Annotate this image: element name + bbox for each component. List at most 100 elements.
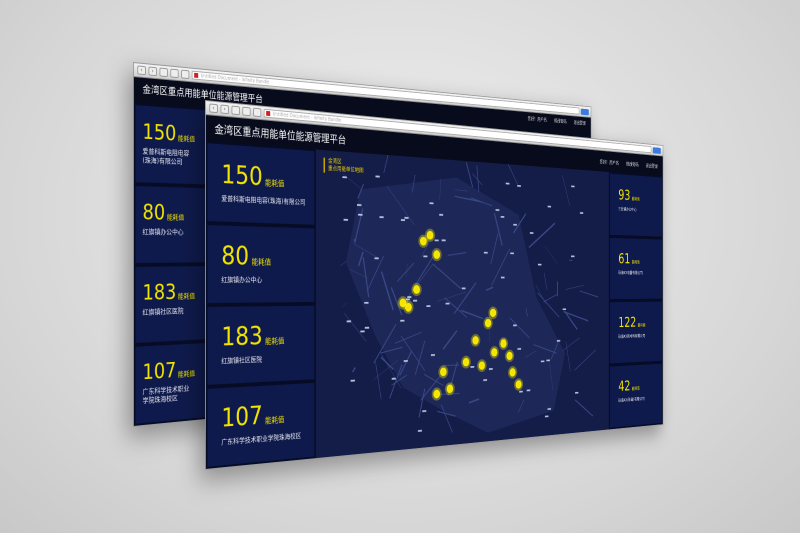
place-label — [579, 212, 584, 214]
cloud-icon[interactable] — [159, 67, 168, 78]
forward-icon[interactable]: › — [220, 104, 229, 115]
place-label — [364, 326, 370, 329]
logout-link[interactable]: 退出登录 — [573, 120, 586, 127]
energy-card[interactable]: 80 能耗值 红旗镇办公中心 — [205, 223, 316, 305]
energy-card[interactable]: 122 能耗值 珠海XX新材料有限公司 — [608, 300, 663, 366]
energy-unit-marker[interactable] — [427, 231, 434, 240]
map-legend: 金湾区 重点用能单位地图 — [323, 157, 364, 176]
unit-name: 红旗镇办公中心 — [142, 227, 184, 236]
place-label — [407, 296, 412, 298]
city-map[interactable] — [316, 150, 609, 459]
place-label — [519, 390, 523, 393]
place-label — [422, 410, 427, 413]
unit-name: 红旗镇社区医院 — [221, 355, 263, 366]
energy-value: 183 — [221, 321, 263, 353]
road — [353, 367, 356, 372]
place-label — [364, 301, 369, 304]
unit-label: 能耗值 — [177, 134, 196, 144]
place-label — [517, 348, 522, 350]
change-password-link[interactable]: 修改密码 — [554, 118, 567, 125]
energy-card[interactable]: 150 能耗值 爱普科斯电阻电容(珠海)有限公司 — [205, 141, 316, 227]
back-icon[interactable]: ‹ — [209, 103, 218, 114]
go-button[interactable] — [652, 146, 661, 154]
road — [344, 313, 366, 342]
greeting: 您好！用户名 — [599, 159, 619, 167]
wrench-icon[interactable] — [253, 107, 262, 118]
mail-icon[interactable] — [170, 68, 179, 79]
energy-unit-marker[interactable] — [491, 348, 497, 357]
energy-unit-marker[interactable] — [463, 358, 469, 367]
unit-label: 能耗值 — [166, 213, 185, 222]
road — [376, 362, 382, 400]
unit-label: 能耗值 — [177, 291, 196, 301]
road — [565, 311, 578, 330]
energy-unit-marker[interactable] — [433, 389, 440, 398]
energy-value: 61 — [618, 250, 631, 268]
land-area — [345, 170, 566, 447]
road — [544, 272, 547, 289]
place-label — [429, 202, 434, 205]
place-label — [547, 205, 552, 208]
place-label — [360, 330, 365, 333]
energy-card[interactable]: 93 能耗值 三灶镇办公中心 — [608, 171, 663, 239]
place-label — [495, 209, 500, 211]
place-label — [358, 213, 363, 216]
energy-unit-marker[interactable] — [516, 380, 522, 389]
place-label — [400, 319, 405, 322]
place-label — [350, 379, 355, 382]
energy-unit-marker[interactable] — [479, 361, 485, 370]
wrench-icon[interactable] — [181, 69, 190, 80]
place-label — [547, 408, 551, 410]
energy-unit-marker[interactable] — [507, 352, 513, 361]
road — [543, 294, 557, 302]
energy-unit-marker[interactable] — [485, 319, 491, 328]
energy-unit-marker[interactable] — [490, 309, 496, 318]
energy-card[interactable]: 42 能耗值 珠海XX(珠海)有限公司 — [608, 362, 663, 430]
mail-icon[interactable] — [242, 106, 251, 117]
place-label — [343, 218, 348, 221]
place-label — [546, 359, 550, 362]
energy-value: 93 — [618, 186, 631, 204]
forward-icon[interactable]: › — [148, 66, 157, 77]
place-label — [505, 182, 510, 185]
energy-unit-marker[interactable] — [500, 339, 506, 348]
energy-card[interactable]: 61 能耗值 珠海XX电器有限公司 — [608, 236, 663, 301]
energy-unit-marker[interactable] — [405, 303, 412, 312]
place-label — [342, 176, 347, 179]
change-password-link[interactable]: 修改密码 — [626, 161, 639, 168]
unit-name: 珠海XX新材料有限公司 — [618, 333, 646, 340]
road — [566, 285, 584, 289]
place-label — [483, 251, 488, 254]
cloud-icon[interactable] — [231, 105, 240, 116]
place-label — [404, 216, 409, 219]
place-label — [374, 257, 379, 260]
energy-unit-marker[interactable] — [472, 336, 478, 345]
place-label — [575, 391, 579, 394]
energy-value: 107 — [221, 401, 263, 434]
energy-unit-marker[interactable] — [413, 285, 420, 294]
energy-unit-marker[interactable] — [433, 250, 440, 259]
place-label — [379, 216, 384, 219]
energy-card[interactable]: 183 能耗值 红旗镇社区医院 — [205, 303, 316, 387]
road — [343, 303, 347, 307]
place-label — [513, 324, 517, 327]
road — [580, 291, 598, 297]
energy-unit-marker[interactable] — [447, 384, 454, 393]
place-label — [538, 263, 542, 266]
energy-value: 42 — [618, 377, 631, 395]
energy-card[interactable]: 107 能耗值 广东科学技术职业学院珠海校区 — [205, 380, 316, 469]
place-label — [517, 185, 521, 187]
place-label — [445, 302, 450, 305]
logout-link[interactable]: 退出登录 — [645, 162, 658, 170]
unit-label: 能耗值 — [631, 260, 640, 266]
place-label — [483, 379, 488, 382]
greeting: 您好！用户名 — [527, 116, 547, 124]
energy-unit-marker[interactable] — [440, 367, 447, 376]
map-area[interactable]: 金湾区 重点用能单位地图 — [315, 149, 609, 459]
energy-value: 150 — [221, 160, 263, 192]
place-label — [562, 308, 567, 311]
road — [564, 311, 588, 321]
back-icon[interactable]: ‹ — [137, 65, 146, 76]
energy-unit-marker[interactable] — [510, 368, 516, 377]
go-button[interactable] — [580, 108, 589, 116]
